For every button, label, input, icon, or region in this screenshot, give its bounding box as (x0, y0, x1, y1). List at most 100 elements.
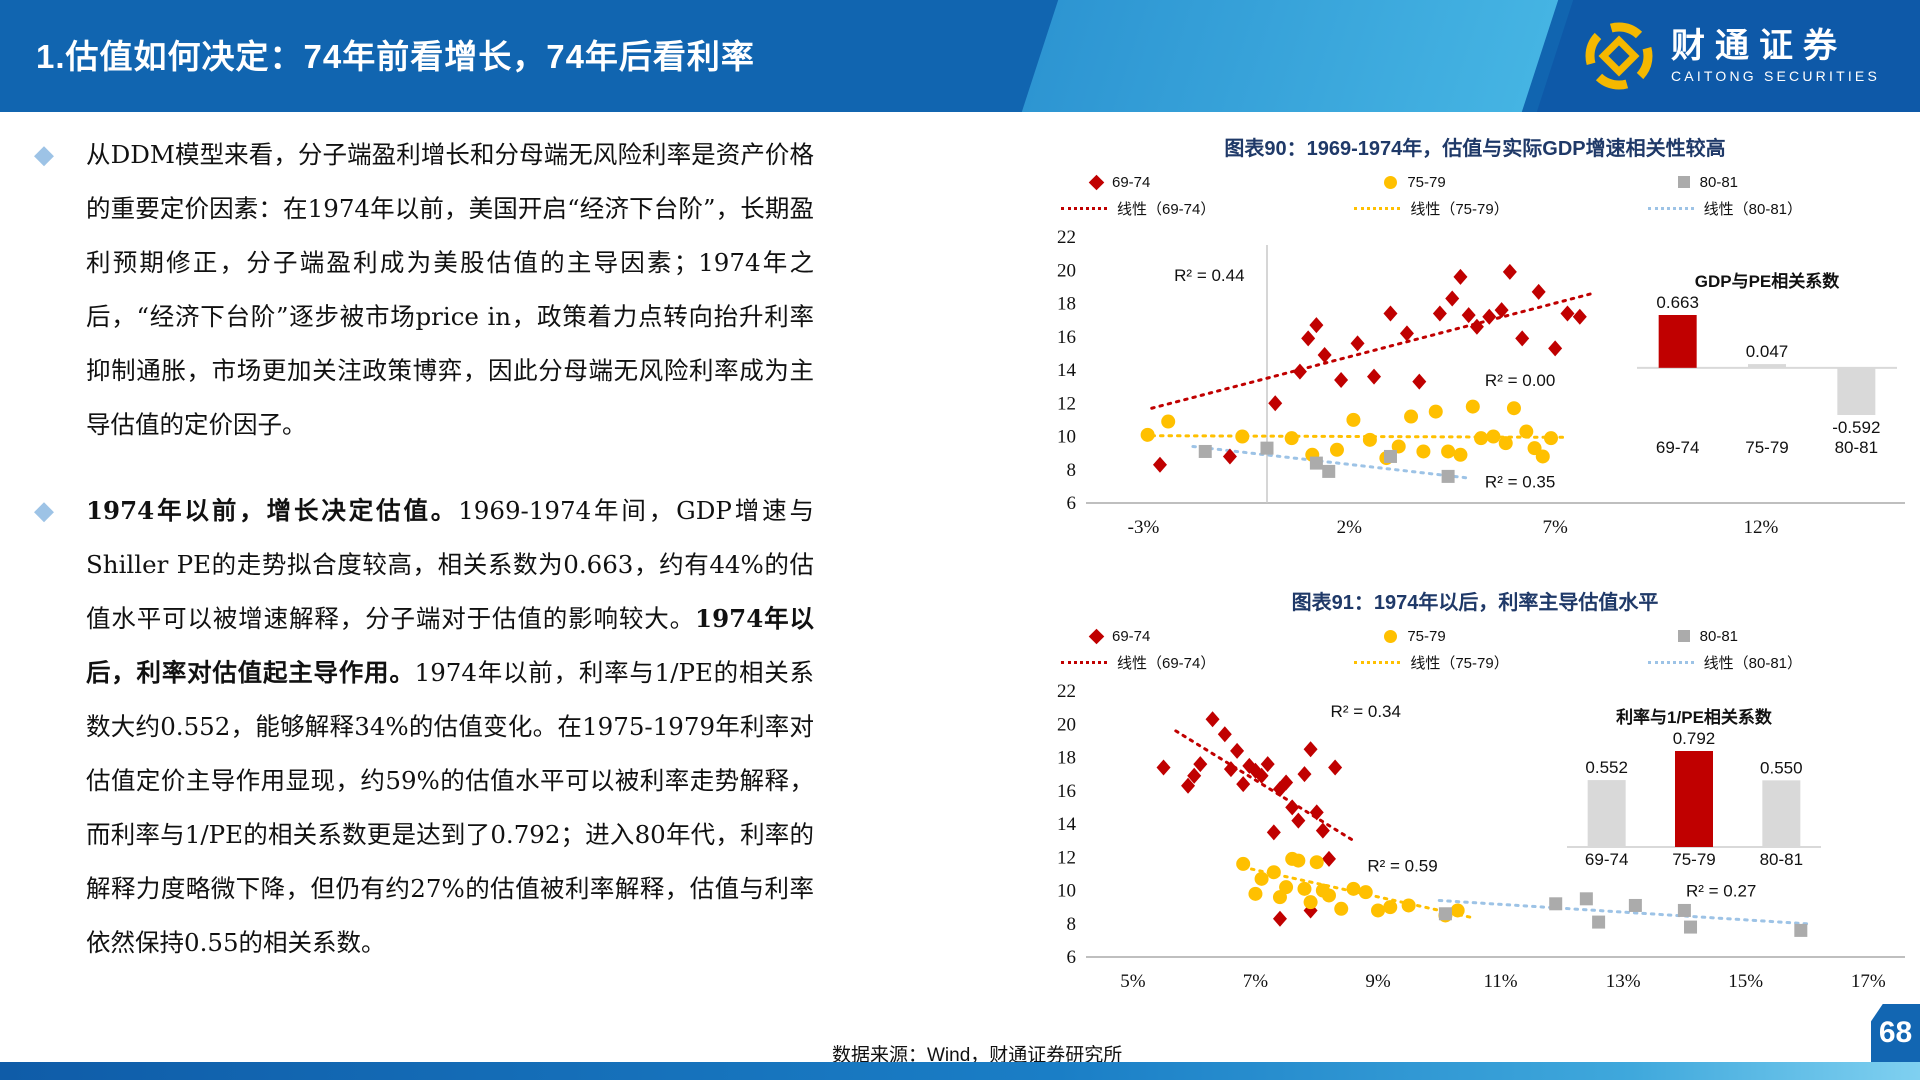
legend-item-69-74: 69-74 (1035, 174, 1328, 191)
svg-text:16: 16 (1057, 781, 1076, 802)
svg-text:R² = 0.27: R² = 0.27 (1686, 882, 1756, 901)
legend-item-线性（80-81）: 线性（80-81） (1622, 198, 1915, 219)
bullet-diamond-icon: ◆ (34, 140, 54, 170)
figures-column: 图表90：1969-1974年，估值与实际GDP增速相关性较高 69-74 75-7… (1035, 120, 1915, 1040)
svg-text:2%: 2% (1337, 517, 1363, 538)
svg-text:6: 6 (1067, 493, 1077, 514)
figure-90: 图表90：1969-1974年，估值与实际GDP增速相关性较高 69-74 75-7… (1035, 132, 1915, 568)
svg-text:14: 14 (1057, 814, 1077, 835)
header-diagonal-band (1018, 0, 1562, 112)
svg-text:0.792: 0.792 (1673, 729, 1716, 748)
svg-text:GDP与PE相关系数: GDP与PE相关系数 (1695, 271, 1841, 291)
square-marker-icon (1677, 630, 1690, 642)
legend-item-线性（69-74）: 线性（69-74） (1035, 652, 1328, 673)
legend-item-线性（75-79）: 线性（75-79） (1328, 652, 1621, 673)
figure-title: 图表90：1969-1974年，估值与实际GDP增速相关性较高 (1224, 138, 1726, 160)
svg-text:0.552: 0.552 (1585, 758, 1628, 777)
svg-text:69-74: 69-74 (1656, 438, 1699, 457)
legend-item-80-81: 80-81 (1622, 628, 1915, 645)
scatter-chart-91: 6 8 10 12 14 16 18 20 22 5% 7% 9% 11% 13% 15% 17% R² = 0… (1057, 681, 1905, 992)
svg-text:14: 14 (1057, 360, 1077, 381)
svg-text:75-79: 75-79 (1745, 438, 1788, 457)
page-title: 1.估值如何决定：74年前看增长，74年后看利率 (36, 38, 755, 75)
svg-text:12: 12 (1057, 847, 1076, 868)
svg-text:10: 10 (1057, 881, 1076, 902)
svg-text:12%: 12% (1744, 517, 1779, 538)
svg-text:0.047: 0.047 (1746, 342, 1789, 361)
svg-text:11%: 11% (1484, 971, 1518, 992)
dotted-line-icon (1647, 660, 1694, 664)
svg-text:利率与1/PE相关系数: 利率与1/PE相关系数 (1616, 707, 1773, 727)
diamond-marker-icon (1088, 628, 1105, 644)
body-text-column: ◆ 从DDM模型来看，分子端盈利增长和分母端无风险利率是资产价格的重要定价因素：在… (34, 128, 814, 1002)
svg-text:7%: 7% (1243, 971, 1269, 992)
square-marker-icon (1677, 176, 1690, 188)
svg-text:-0.592: -0.592 (1832, 418, 1880, 437)
svg-text:13%: 13% (1606, 971, 1641, 992)
svg-text:R² = 0.44: R² = 0.44 (1174, 266, 1244, 285)
legend-item-75-79: 75-79 (1328, 628, 1621, 645)
dotted-line-icon (1061, 206, 1107, 210)
dotted-line-icon (1354, 206, 1401, 210)
page-number-badge: 68 (1871, 1004, 1920, 1062)
svg-text:17%: 17% (1851, 971, 1886, 992)
svg-text:75-79: 75-79 (1672, 850, 1715, 869)
svg-text:8: 8 (1067, 914, 1077, 935)
svg-text:20: 20 (1057, 714, 1076, 735)
chart-legend: 69-74 75-79 80-81 线性（69-74） 线性（75-79） 线性（80-8… (1035, 169, 1915, 221)
bullet-diamond-icon: ◆ (34, 496, 54, 526)
circle-marker-icon (1384, 175, 1398, 189)
data-source-note: 数据来源：Wind，财通证券研究所 (832, 1045, 1123, 1066)
svg-text:10: 10 (1057, 427, 1076, 448)
logo-text: 财通证券 CAITONG SECURITIES (1670, 27, 1880, 84)
svg-text:R² = 0.34: R² = 0.34 (1331, 702, 1401, 721)
svg-text:7%: 7% (1542, 517, 1568, 538)
svg-text:8: 8 (1067, 460, 1077, 481)
svg-text:12: 12 (1057, 393, 1076, 414)
svg-text:R² = 0.35: R² = 0.35 (1485, 472, 1555, 491)
paragraph-2: ◆ 1974年以前，增长决定估值。1969-1974年间，GDP增速与Shille… (34, 484, 814, 970)
bottom-accent-bar (0, 1062, 1920, 1080)
svg-text:80-81: 80-81 (1760, 850, 1803, 869)
svg-text:5%: 5% (1120, 971, 1146, 992)
svg-text:22: 22 (1057, 681, 1076, 702)
logo-en: CAITONG SECURITIES (1670, 67, 1880, 84)
svg-text:80-81: 80-81 (1835, 438, 1878, 457)
diamond-marker-icon (1088, 174, 1105, 190)
svg-text:9%: 9% (1365, 971, 1391, 992)
svg-text:16: 16 (1057, 327, 1076, 348)
svg-text:18: 18 (1057, 748, 1076, 769)
svg-text:69-74: 69-74 (1585, 850, 1628, 869)
svg-text:0.663: 0.663 (1656, 293, 1699, 312)
paragraph-1: ◆ 从DDM模型来看，分子端盈利增长和分母端无风险利率是资产价格的重要定价因素：在… (34, 128, 814, 452)
svg-text:R² = 0.59: R² = 0.59 (1367, 857, 1437, 876)
svg-text:-3%: -3% (1128, 517, 1160, 538)
svg-text:R² = 0.00: R² = 0.00 (1485, 371, 1555, 390)
svg-text:6: 6 (1067, 947, 1077, 968)
figure-91: 图表91：1974年以后，利率主导估值水平 69-74 75-79 80-81 线性（6… (1035, 586, 1915, 1022)
figure-title: 图表91：1974年以后，利率主导估值水平 (1291, 592, 1659, 614)
paragraph-text: 1974年以前，增长决定估值。1969-1974年间，GDP增速与Shiller… (86, 496, 815, 957)
slide-header: 1.估值如何决定：74年前看增长，74年后看利率 财通证券 CAITONG SE… (0, 0, 1920, 112)
caitong-coin-icon (1585, 22, 1653, 90)
svg-text:15%: 15% (1728, 971, 1763, 992)
circle-marker-icon (1384, 629, 1398, 643)
svg-text:22: 22 (1057, 227, 1076, 248)
scatter-chart-90: 6 8 10 12 14 16 18 20 22 -3% 2% 7% 12% R² = 0.44 R² = … (1057, 227, 1905, 538)
logo-cn: 财通证券 (1670, 27, 1847, 66)
legend-item-80-81: 80-81 (1622, 174, 1915, 191)
dotted-line-icon (1061, 660, 1107, 664)
paragraph-text: 从DDM模型来看，分子端盈利增长和分母端无风险利率是资产价格的重要定价因素：在1… (86, 140, 814, 439)
svg-text:18: 18 (1057, 294, 1076, 315)
dotted-line-icon (1354, 660, 1401, 664)
legend-item-线性（75-79）: 线性（75-79） (1328, 198, 1621, 219)
svg-text:20: 20 (1057, 260, 1076, 281)
dotted-line-icon (1647, 206, 1694, 210)
company-logo: 财通证券 CAITONG SECURITIES (1581, 18, 1880, 94)
legend-item-线性（80-81）: 线性（80-81） (1622, 652, 1915, 673)
legend-item-线性（69-74）: 线性（69-74） (1035, 198, 1328, 219)
legend-item-75-79: 75-79 (1328, 174, 1621, 191)
legend-item-69-74: 69-74 (1035, 628, 1328, 645)
chart-legend: 69-74 75-79 80-81 线性（69-74） 线性（75-79） 线性（80-8… (1035, 623, 1915, 675)
svg-text:0.550: 0.550 (1760, 758, 1803, 777)
